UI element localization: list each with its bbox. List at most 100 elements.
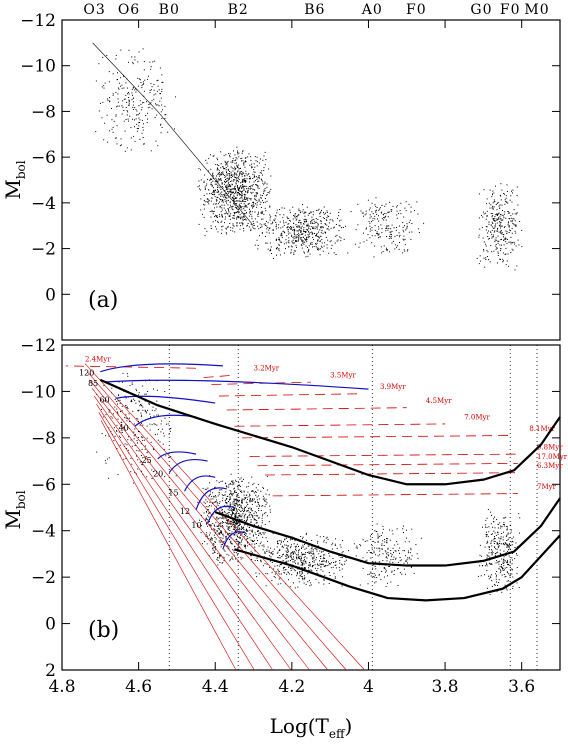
data-point: [128, 97, 130, 98]
data-point: [499, 540, 501, 542]
data-point: [386, 236, 388, 237]
data-point: [245, 205, 247, 207]
data-point: [248, 203, 250, 205]
data-point: [494, 584, 496, 586]
data-point: [290, 245, 292, 247]
data-point: [310, 228, 312, 230]
data-point: [225, 514, 227, 516]
data-point: [503, 234, 505, 236]
data-point: [406, 226, 408, 228]
data-point: [142, 440, 144, 441]
data-point: [236, 165, 238, 167]
data-point: [217, 222, 219, 223]
data-point: [395, 557, 397, 559]
data-point: [237, 187, 239, 188]
data-point: [239, 542, 241, 544]
data-point: [229, 176, 231, 178]
data-point: [323, 213, 325, 215]
data-point: [301, 557, 302, 559]
data-point: [250, 521, 252, 523]
data-point: [154, 116, 156, 118]
data-point: [210, 228, 212, 229]
data-point: [323, 536, 325, 538]
data-point: [506, 243, 508, 244]
data-point: [498, 225, 500, 227]
data-point: [155, 408, 157, 410]
data-point: [286, 561, 288, 563]
evolutionary-track: [115, 395, 216, 404]
data-point: [273, 568, 275, 570]
data-point: [284, 231, 285, 233]
data-point: [270, 246, 272, 248]
data-point: [256, 239, 258, 241]
data-point: [499, 227, 501, 229]
data-point: [318, 237, 320, 239]
data-point: [138, 125, 140, 127]
data-point: [286, 557, 288, 559]
data-point: [278, 578, 280, 580]
data-point: [391, 224, 393, 226]
data-point: [249, 507, 251, 509]
data-point: [248, 496, 250, 498]
data-point: [206, 201, 208, 203]
data-point: [476, 257, 478, 259]
data-point: [153, 98, 155, 100]
data-point: [301, 548, 302, 549]
data-point: [250, 550, 252, 552]
data-point: [241, 171, 243, 172]
data-point: [254, 189, 256, 191]
data-point: [373, 564, 375, 566]
data-point: [300, 223, 302, 225]
data-point: [234, 200, 236, 202]
data-point: [404, 238, 406, 240]
data-point: [310, 221, 312, 223]
data-point: [510, 544, 512, 546]
evolutionary-track: [100, 363, 223, 373]
data-point: [252, 201, 254, 203]
data-point: [328, 564, 330, 566]
data-point: [393, 551, 394, 553]
data-point: [521, 229, 523, 231]
data-point: [493, 206, 495, 208]
data-point: [339, 209, 341, 210]
data-point: [222, 516, 224, 518]
data-point: [512, 192, 513, 194]
data-point: [223, 204, 225, 206]
data-point: [231, 510, 232, 512]
data-point: [510, 531, 512, 533]
data-point: [500, 248, 502, 249]
data-point: [501, 591, 503, 593]
data-point: [325, 219, 327, 221]
isochrone-line: [203, 374, 235, 378]
data-point: [503, 574, 505, 575]
data-point: [230, 206, 232, 207]
data-point: [496, 231, 498, 232]
data-point: [279, 240, 281, 242]
data-point: [516, 195, 518, 196]
data-point: [144, 79, 146, 81]
data-point: [231, 513, 233, 514]
data-point: [246, 517, 248, 518]
data-point: [228, 554, 230, 556]
data-point: [497, 240, 499, 242]
data-point: [228, 177, 230, 179]
data-point: [303, 213, 305, 215]
data-point: [227, 204, 229, 206]
data-point: [302, 563, 304, 565]
data-point: [308, 562, 310, 563]
data-point: [249, 533, 251, 535]
data-point: [229, 218, 231, 220]
data-point: [242, 184, 243, 186]
data-point: [138, 105, 140, 107]
data-point: [321, 230, 323, 231]
data-point: [239, 222, 241, 224]
data-point: [252, 500, 254, 502]
data-point: [382, 548, 383, 550]
data-point: [124, 150, 126, 152]
data-point: [217, 518, 219, 520]
data-point: [208, 513, 210, 515]
data-point: [215, 203, 217, 205]
data-point: [258, 198, 260, 200]
data-point: [379, 208, 381, 210]
data-point: [380, 212, 382, 214]
